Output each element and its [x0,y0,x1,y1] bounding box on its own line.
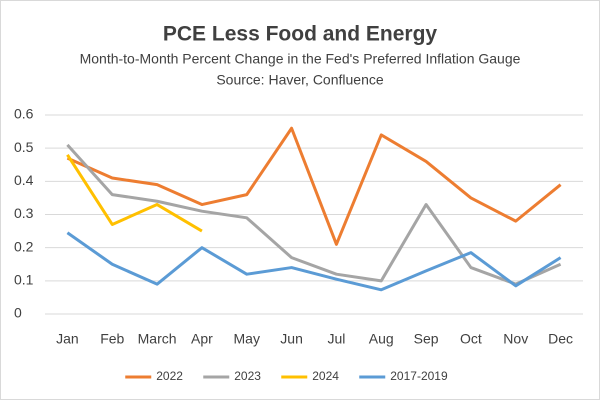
x-tick-label: Jan [56,331,79,347]
y-tick-label: 0.5 [14,139,34,155]
legend-label: 2023 [234,369,261,383]
legend-label: 2022 [156,369,183,383]
y-tick-label: 0.4 [14,172,34,188]
series-line [66,126,562,246]
x-tick-label: Aug [369,331,394,347]
chart-source: Source: Haver, Confluence [216,72,384,88]
x-tick-label: Jun [280,331,303,347]
y-tick-label: 0 [14,305,22,321]
x-tick-label: Feb [100,331,124,347]
chart-subtitle: Month-to-Month Percent Change in the Fed… [80,51,521,67]
x-tick-label: Oct [460,331,482,347]
series-line [66,231,562,292]
legend-label: 2017-2019 [390,369,448,383]
y-tick-label: 0.1 [14,272,34,288]
y-tick-label: 0.2 [14,238,34,254]
legend-label: 2024 [312,369,339,383]
x-tick-label: Apr [191,331,213,347]
series-line [66,153,203,233]
y-tick-label: 0.6 [14,106,34,122]
y-tick-label: 0.3 [14,205,34,221]
x-tick-label: March [138,331,177,347]
x-tick-label: Sep [414,331,439,347]
x-tick-label: Jul [327,331,345,347]
chart-title: PCE Less Food and Energy [163,23,438,46]
x-tick-label: Dec [548,331,573,347]
series-line [66,143,562,286]
x-tick-label: May [234,331,260,347]
x-tick-label: Nov [503,331,528,347]
